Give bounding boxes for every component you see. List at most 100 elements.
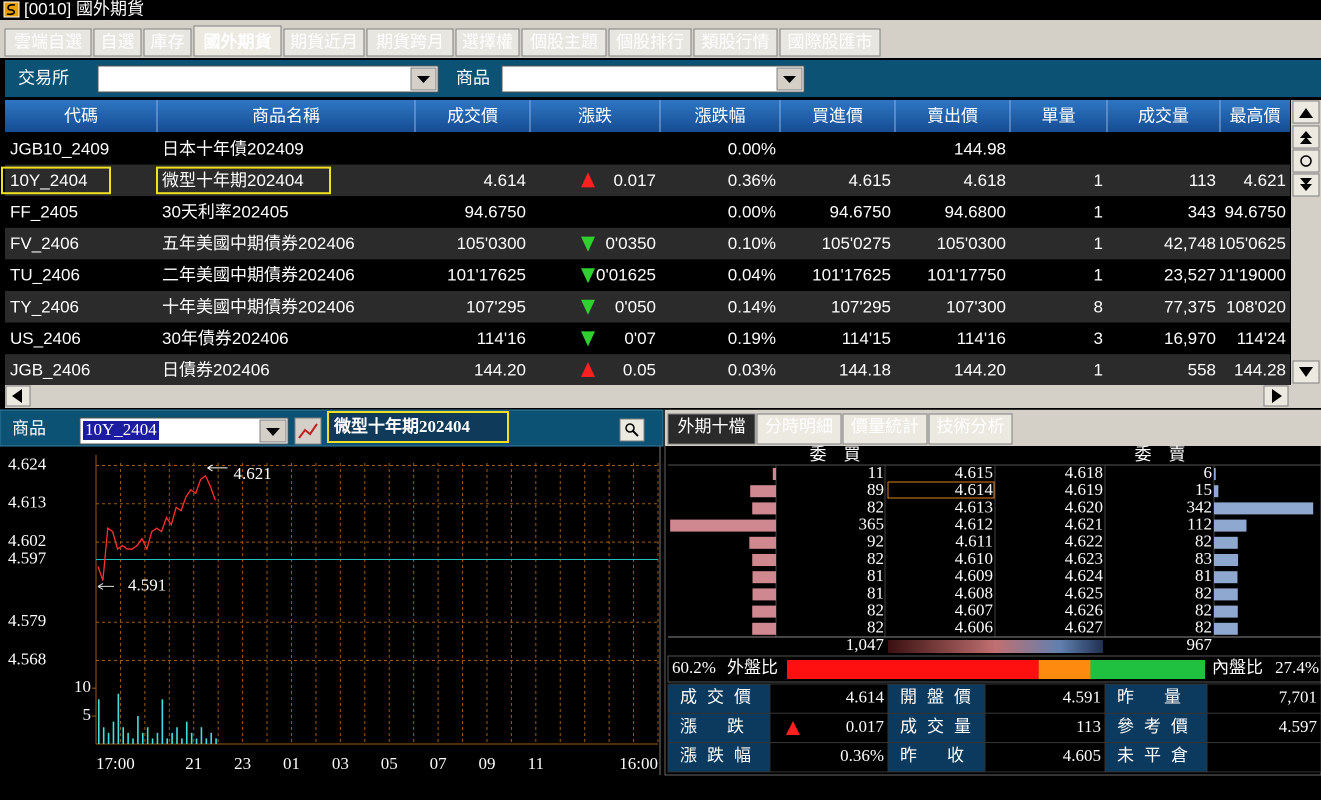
dropdown-arrow — [266, 428, 280, 436]
tab[interactable] — [455, 28, 520, 57]
table-row[interactable] — [5, 227, 1290, 260]
product-name: 日債券202406 — [162, 360, 270, 379]
quote-value: 4.597 — [1279, 717, 1318, 736]
tab-label[interactable]: 個股排行 — [616, 32, 684, 51]
tab-label[interactable]: 技術分析 — [937, 417, 1005, 436]
name-box — [327, 411, 509, 443]
quote-label: 未平倉 — [1117, 746, 1198, 765]
volume-bar — [117, 693, 120, 744]
tab-label[interactable]: 國際股匯市 — [788, 32, 873, 51]
quote-value: 0.017 — [846, 717, 885, 736]
tab-label[interactable]: 國外期貨 — [204, 31, 272, 51]
book-header: 委 賣 — [1135, 445, 1186, 464]
tab[interactable] — [667, 413, 756, 445]
product-code: TY_2406 — [10, 297, 79, 316]
chart-button[interactable] — [294, 417, 322, 445]
tab-label[interactable]: 分時明細 — [765, 417, 833, 436]
bid-bar — [752, 605, 776, 618]
ask-qty: 15 — [1195, 480, 1212, 499]
inner-ratio-label: 內盤比 — [1212, 658, 1263, 677]
volume-bar — [190, 732, 193, 744]
tab[interactable] — [779, 28, 881, 57]
tab[interactable] — [4, 28, 92, 57]
cell: 3 — [1094, 329, 1103, 348]
cell: 101'17625 — [812, 266, 891, 285]
tab[interactable] — [608, 28, 692, 57]
quote-value: 113 — [1076, 717, 1101, 736]
cell: 0.017 — [613, 171, 656, 190]
tab[interactable] — [693, 28, 778, 57]
tab-label[interactable]: 雲端自選 — [14, 32, 82, 51]
search-button[interactable] — [619, 418, 645, 442]
volume-bar — [161, 699, 164, 744]
ask-qty: 6 — [1204, 463, 1213, 482]
table-row[interactable] — [5, 133, 1290, 165]
selection-box — [156, 166, 331, 195]
select-value[interactable]: 利率類期貨 — [104, 68, 189, 87]
tab-label[interactable]: 期貨跨月 — [376, 32, 444, 51]
tab-label[interactable]: 價量統計 — [851, 417, 919, 436]
window-title: [0010] 國外期貨 — [24, 0, 144, 18]
table-row[interactable] — [5, 291, 1290, 323]
cell: 105'0300 — [937, 234, 1006, 253]
volume-bar — [166, 738, 169, 744]
bid-bar — [772, 468, 776, 480]
tab[interactable] — [143, 28, 192, 57]
tab-label[interactable]: 外期十檔 — [678, 417, 746, 436]
up-arrow — [786, 720, 800, 735]
ask-bar — [1214, 485, 1219, 498]
tab-label[interactable]: 庫存 — [151, 32, 185, 51]
scroll-button[interactable] — [1292, 149, 1320, 173]
table-row[interactable] — [5, 196, 1290, 228]
bid-qty: 82 — [867, 601, 884, 620]
quote-value: 0.36% — [840, 746, 884, 765]
bid-price: 4.610 — [955, 549, 993, 568]
cell: 0.19% — [728, 329, 776, 348]
tab[interactable] — [366, 28, 454, 57]
column-header: 漲跌幅 — [695, 106, 746, 125]
bid-qty: 89 — [867, 480, 884, 499]
tab[interactable] — [928, 413, 1013, 445]
book-header: 委 買 — [810, 445, 861, 464]
tab-label[interactable]: 選擇權 — [462, 32, 513, 51]
table-header — [5, 100, 1290, 132]
cell: 1 — [1094, 202, 1103, 221]
tab[interactable] — [193, 25, 282, 57]
ask-total: 967 — [1187, 635, 1213, 654]
ask-qty: 81 — [1195, 566, 1212, 585]
tab[interactable] — [93, 28, 142, 57]
cell: 94.6750 — [830, 202, 891, 221]
tab[interactable] — [756, 413, 842, 445]
table-row[interactable] — [5, 259, 1290, 291]
cell: 1 — [1094, 234, 1103, 253]
table-row[interactable] — [5, 164, 1290, 197]
tab-label[interactable]: 期貨近月 — [290, 32, 358, 51]
tab[interactable] — [521, 28, 607, 57]
ask-qty: 82 — [1195, 532, 1212, 551]
tab-label[interactable]: 自選 — [101, 32, 135, 51]
table-row[interactable] — [5, 322, 1290, 355]
cell: 1 — [1094, 360, 1103, 379]
select-value[interactable]: 熱門月 — [507, 68, 558, 87]
select-box[interactable] — [501, 65, 805, 93]
volume-bar — [141, 732, 144, 744]
product-name: 十年美國中期債券202406 — [162, 297, 355, 316]
quote-label-cell — [667, 742, 771, 773]
x-tick-label: 16:00 — [619, 754, 658, 773]
ask-qty: 342 — [1187, 497, 1213, 516]
table-row[interactable] — [5, 354, 1290, 386]
tab-label[interactable]: 類股行情 — [702, 32, 770, 51]
select-box[interactable] — [97, 65, 439, 93]
bid-bar — [670, 519, 776, 532]
cell: 0.36% — [728, 171, 776, 190]
code-input-value[interactable]: 10Y_2404 — [85, 420, 157, 439]
tab-label[interactable]: 個股主題 — [530, 32, 598, 51]
x-tick-label: 03 — [332, 754, 349, 773]
bid-qty: 81 — [867, 566, 884, 585]
ask-bar — [1214, 554, 1239, 566]
tab[interactable] — [842, 413, 928, 445]
ask-bar — [1214, 519, 1247, 532]
volume-bar — [176, 727, 178, 744]
cell: 0'07 — [624, 329, 656, 348]
tab[interactable] — [283, 28, 365, 57]
